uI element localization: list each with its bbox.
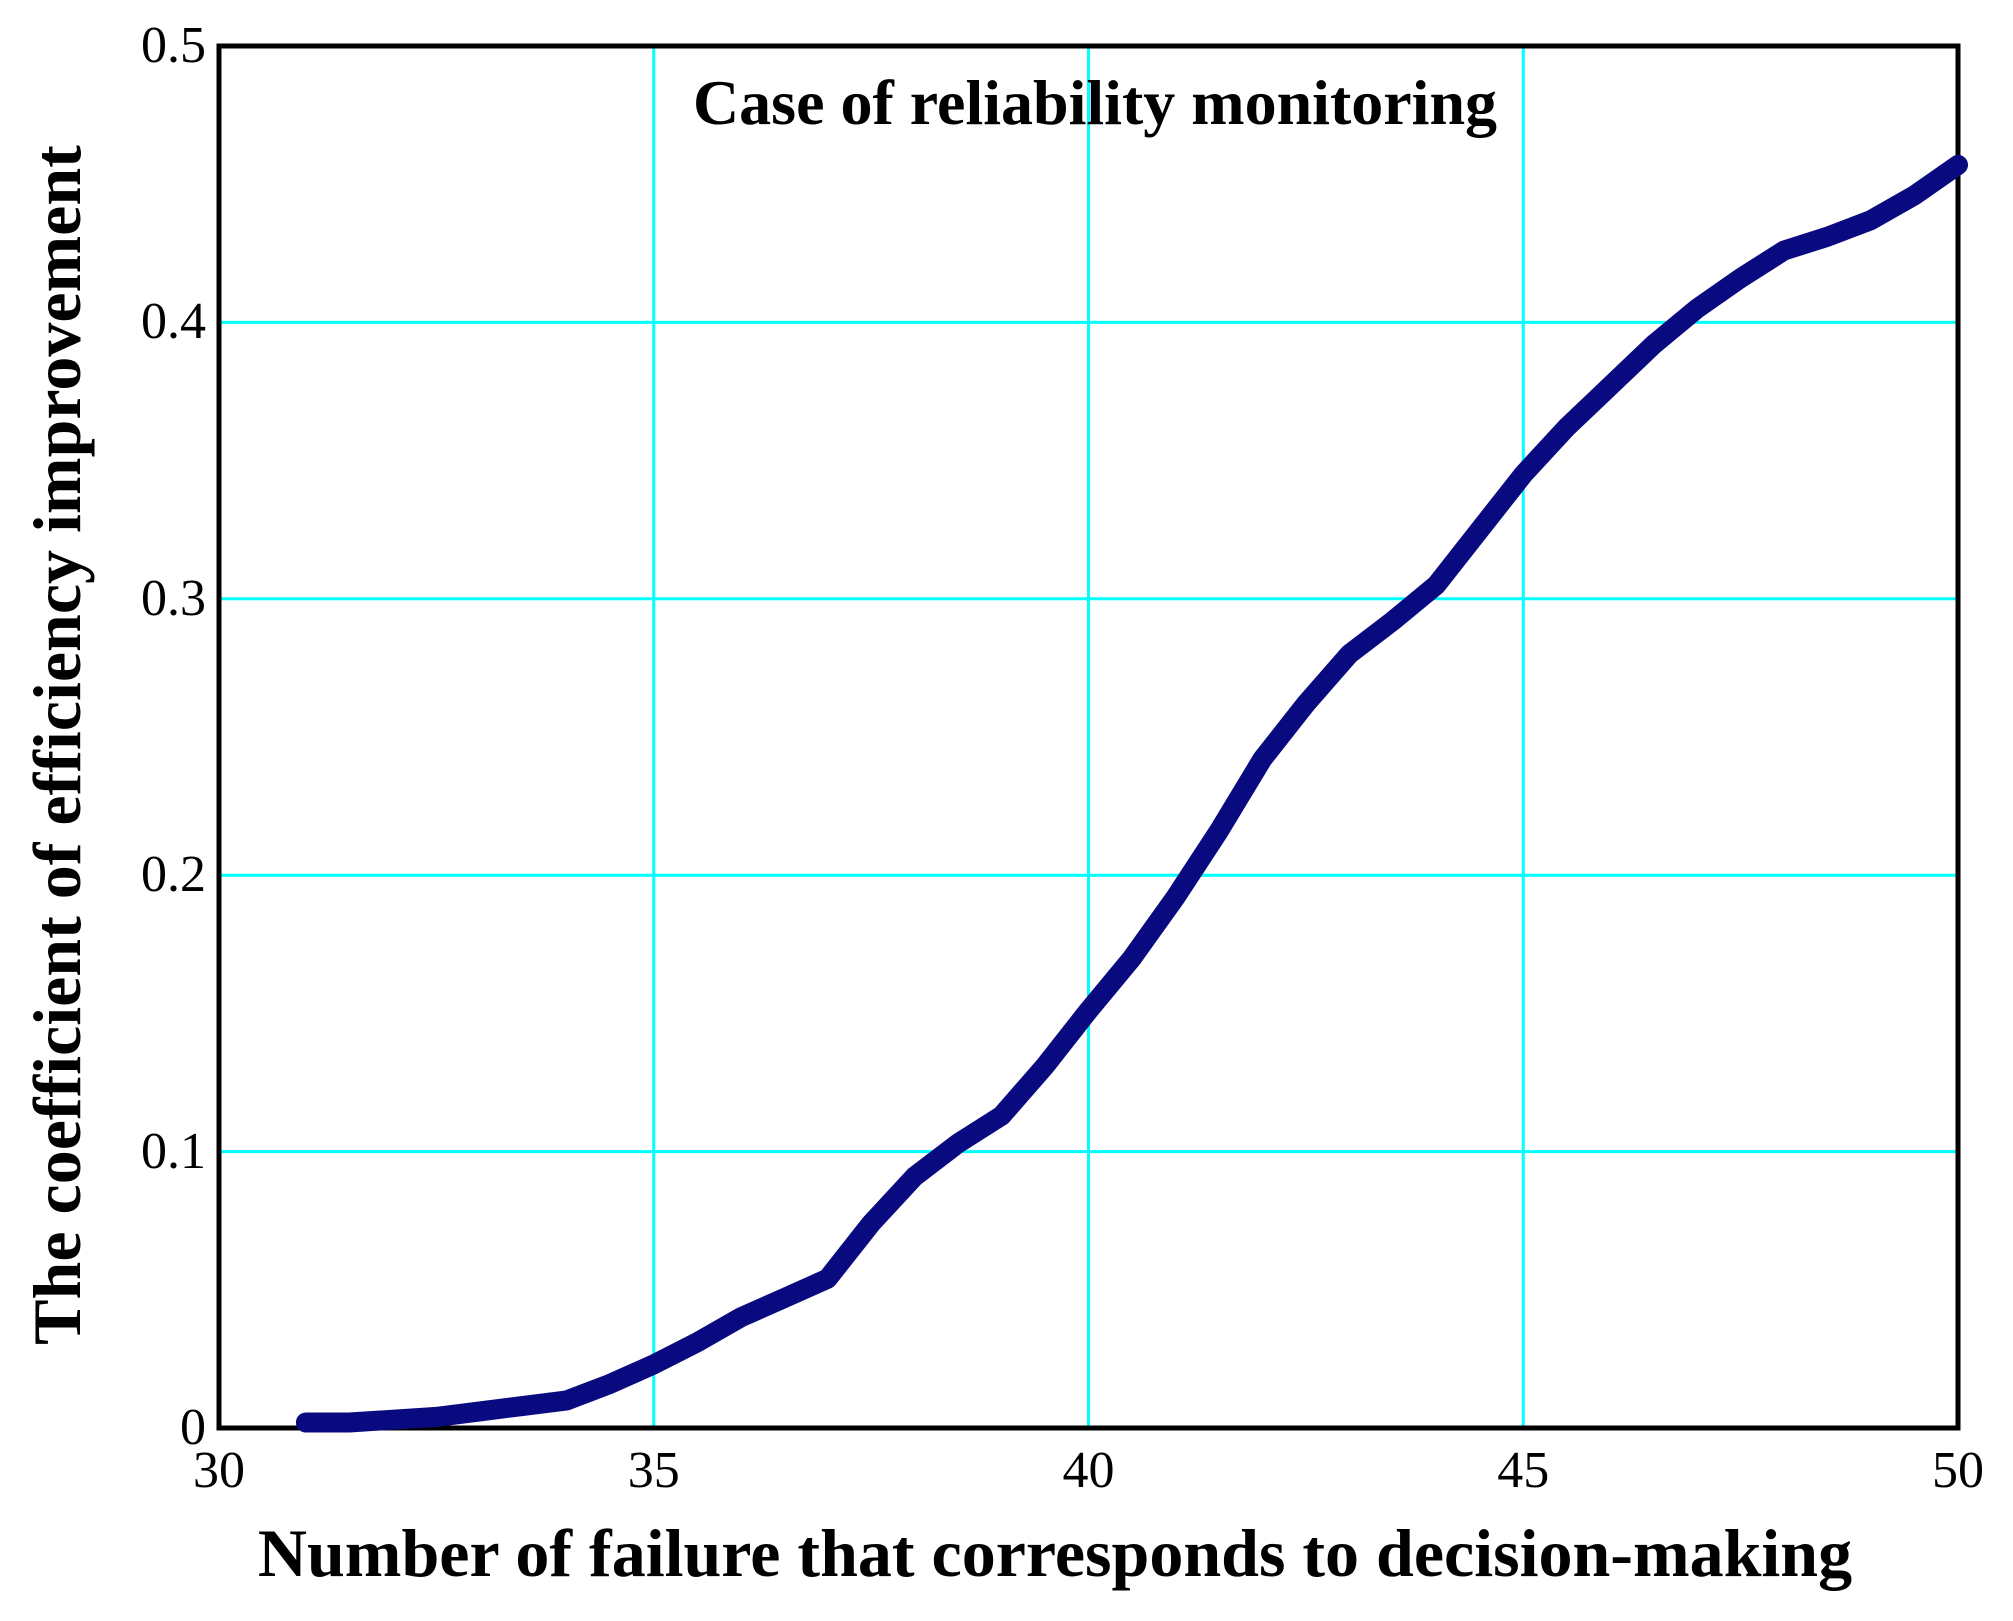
data-curve <box>295 154 1968 1433</box>
y-axis-label: The coefficient of efficiency improvemen… <box>19 145 95 1345</box>
x-tick-label: 40 <box>1062 1442 1115 1499</box>
y-tick-label: 0.3 <box>141 569 206 627</box>
y-tick-label: 0.1 <box>141 1122 206 1180</box>
y-tick-label: 0 <box>180 1399 206 1456</box>
plot-border <box>216 43 1961 1431</box>
chart-title: Case of reliability monitoring <box>692 67 1498 138</box>
x-tick-label: 35 <box>627 1442 680 1499</box>
y-tick-label: 0.4 <box>141 293 206 351</box>
x-tick-label: 30 <box>193 1442 245 1499</box>
x-tick-label: 50 <box>1932 1442 1984 1499</box>
y-tick-label: 0.2 <box>141 846 206 904</box>
x-axis-label: Number of failure that corresponds to de… <box>257 1515 1853 1591</box>
y-tick-label: 0.5 <box>141 17 206 74</box>
x-tick-label: 45 <box>1497 1442 1550 1499</box>
